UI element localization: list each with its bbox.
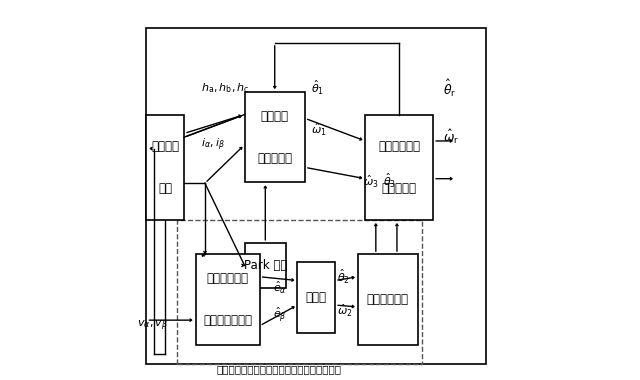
FancyBboxPatch shape	[244, 243, 286, 288]
Text: $\hat{\omega}_2$: $\hat{\omega}_2$	[337, 302, 353, 319]
FancyBboxPatch shape	[195, 254, 260, 345]
Text: 参数调节器: 参数调节器	[381, 182, 417, 195]
Text: $\hat{\theta}_1$: $\hat{\theta}_1$	[310, 79, 324, 97]
Text: $v_{\alpha}, v_{\beta}$: $v_{\alpha}, v_{\beta}$	[137, 318, 168, 333]
FancyBboxPatch shape	[358, 254, 418, 345]
Text: $\hat{e}_{\alpha}$: $\hat{e}_{\alpha}$	[273, 280, 287, 296]
Text: 电机: 电机	[158, 182, 172, 195]
FancyBboxPatch shape	[147, 114, 184, 220]
Text: 永磁同步: 永磁同步	[151, 140, 179, 153]
Text: 改进型基于电流滑模观测器转子位置观测算法: 改进型基于电流滑模观测器转子位置观测算法	[216, 364, 341, 374]
Text: 锁相环: 锁相环	[306, 291, 327, 304]
Text: $\hat{\omega}_3$: $\hat{\omega}_3$	[363, 174, 379, 190]
Text: $h_{\mathrm{a}}, h_{\mathrm{b}}, h_{\mathrm{c}}$: $h_{\mathrm{a}}, h_{\mathrm{b}}, h_{\mat…	[201, 81, 250, 95]
Text: Park 变换: Park 变换	[244, 259, 287, 272]
Text: $\hat{\theta}_{\mathrm{r}}$: $\hat{\theta}_{\mathrm{r}}$	[443, 78, 456, 99]
Text: 加速度算法: 加速度算法	[257, 152, 292, 165]
Text: $\hat{e}_{\beta}$: $\hat{e}_{\beta}$	[273, 305, 287, 324]
Text: 转子位置观测: 转子位置观测	[378, 140, 420, 153]
Text: 加权线性校正: 加权线性校正	[367, 293, 409, 306]
Text: $\hat{\theta}_2$: $\hat{\theta}_2$	[337, 268, 350, 286]
Text: $i_{\alpha}, i_{\beta}$: $i_{\alpha}, i_{\beta}$	[201, 136, 225, 153]
Text: $\hat{\omega}_1$: $\hat{\omega}_1$	[310, 122, 326, 138]
FancyBboxPatch shape	[365, 114, 433, 220]
Text: 基于电流滑模: 基于电流滑模	[207, 272, 248, 285]
Text: $\hat{\theta}_3$: $\hat{\theta}_3$	[383, 172, 396, 190]
Text: $\hat{\omega}_{\mathrm{r}}$: $\hat{\omega}_{\mathrm{r}}$	[443, 128, 459, 146]
Text: 改进一阶: 改进一阶	[260, 110, 289, 123]
FancyBboxPatch shape	[298, 262, 335, 333]
FancyBboxPatch shape	[244, 92, 305, 182]
Text: 观测器观测算法: 观测器观测算法	[203, 314, 252, 327]
